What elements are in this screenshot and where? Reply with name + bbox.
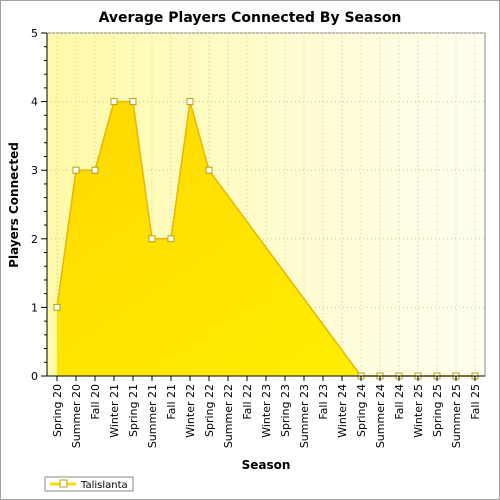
x-tick-label: Fall 22 (241, 384, 254, 420)
y-tick-label: 3 (31, 164, 38, 177)
x-tick-label: Spring 21 (127, 384, 140, 437)
x-tick-label: Summer 22 (222, 384, 235, 448)
data-point (110, 98, 118, 106)
data-point (167, 235, 175, 243)
x-tick-label: Fall 25 (469, 384, 482, 420)
y-tick-label: 0 (31, 370, 38, 383)
x-tick-label: Winter 21 (108, 384, 121, 438)
legend-label-talislanta: Talislanta (80, 480, 128, 491)
y-axis: 0 1 2 3 4 5 (31, 27, 48, 383)
y-tick-label: 4 (31, 96, 38, 109)
x-tick-label: Fall 21 (165, 384, 178, 420)
y-axis-label: Players Connected (7, 142, 21, 268)
x-axis: Spring 20 Summer 20 Fall 20 Winter 21 Spring… (47, 375, 485, 448)
legend: Talislanta (44, 476, 134, 492)
x-tick-label: Summer 25 (450, 384, 463, 448)
x-tick-label: Summer 21 (146, 384, 159, 448)
data-point (186, 98, 194, 106)
x-tick-label: Summer 24 (374, 384, 387, 448)
data-point (53, 303, 61, 311)
x-tick-label: Spring 23 (279, 384, 292, 437)
x-tick-label: Winter 25 (412, 384, 425, 438)
area-fill (57, 101, 475, 376)
data-point (205, 166, 213, 174)
x-tick-label: Fall 24 (393, 384, 406, 420)
x-tick-label: Fall 20 (89, 384, 102, 420)
x-tick-label: Winter 23 (260, 384, 273, 438)
x-tick-label: Spring 25 (431, 384, 444, 437)
x-tick-label: Fall 23 (317, 384, 330, 420)
x-tick-label: Summer 20 (70, 384, 83, 448)
data-point (148, 235, 156, 243)
x-tick-label: Spring 20 (51, 384, 64, 437)
y-tick-label: 2 (31, 233, 38, 246)
legend-swatch-marker (59, 479, 68, 488)
y-tick-label: 1 (31, 301, 38, 314)
data-point (129, 98, 137, 106)
x-tick-label: Spring 24 (355, 384, 368, 437)
x-tick-label: Summer 23 (298, 384, 311, 448)
data-point (91, 166, 99, 174)
x-axis-label: Season (242, 458, 291, 472)
data-point (72, 166, 80, 174)
x-tick-label: Winter 24 (336, 384, 349, 438)
x-tick-label: Spring 22 (203, 384, 216, 437)
chart-title: Average Players Connected By Season (99, 10, 402, 26)
y-tick-label: 5 (31, 27, 38, 40)
x-tick-label: Winter 22 (184, 384, 197, 438)
